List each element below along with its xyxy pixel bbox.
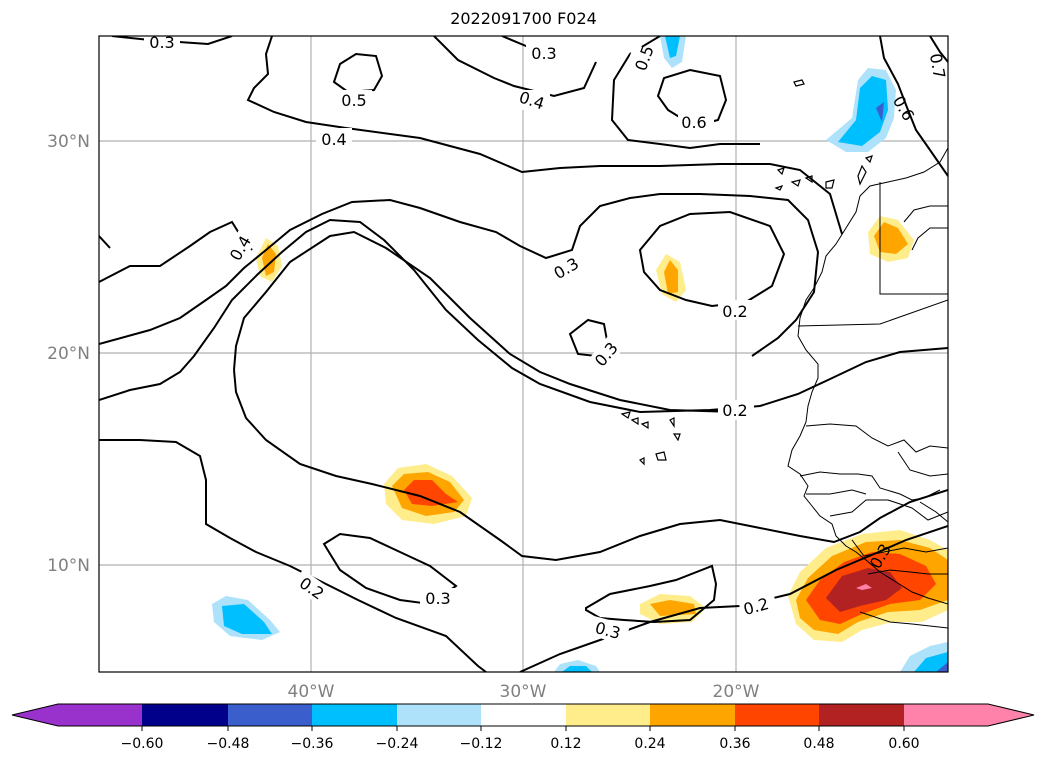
colorbar-bin <box>819 704 904 726</box>
contour-label: 0.2 <box>722 302 747 321</box>
colorbar-extend-high <box>904 704 1034 726</box>
colorbar-bin <box>312 704 397 726</box>
colorbar-tick-label: 0.60 <box>888 736 919 752</box>
contour-label: 0.6 <box>681 113 706 132</box>
colorbar-tick-label: −0.60 <box>121 736 164 752</box>
colorbar-extend-low <box>12 704 142 726</box>
contour-label: 0.3 <box>593 618 623 643</box>
lon-label-40w: 40°W <box>288 682 335 702</box>
colorbar-tick-label: −0.12 <box>460 736 503 752</box>
map-title: 2022091700 F024 <box>450 9 597 28</box>
contour-label: 0.3 <box>425 589 450 608</box>
contour-labels: 0.3 0.3 0.5 0.5 0.4 0.6 0.4 0.6 0.7 0.4 … <box>144 33 949 645</box>
contour-label: 0.3 <box>531 44 556 63</box>
lon-label-20w: 20°W <box>713 682 760 702</box>
gridlines <box>99 36 948 672</box>
lon-labels: 40°W 30°W 20°W <box>288 682 760 702</box>
contour-label: 0.4 <box>321 130 346 149</box>
colorbar-bin <box>566 704 650 726</box>
colorbar-tick-label: 0.24 <box>634 736 665 752</box>
lat-label-30n: 30°N <box>47 132 90 152</box>
colorbar-tick-label: 0.48 <box>803 736 834 752</box>
islands <box>620 79 873 466</box>
colorbar-bin <box>228 704 312 726</box>
contour-label: 0.2 <box>722 401 747 420</box>
lat-label-10n: 10°N <box>47 556 90 576</box>
colorbar-bin <box>735 704 819 726</box>
lat-label-20n: 20°N <box>47 344 90 364</box>
colorbar-tick-label: 0.12 <box>550 736 581 752</box>
colorbar-tick-label: 0.36 <box>719 736 750 752</box>
contour-label: 0.7 <box>926 52 949 80</box>
colorbar-tick-label: −0.48 <box>207 736 250 752</box>
map-frame <box>98 35 949 673</box>
colorbar-tick-label: −0.24 <box>376 736 419 752</box>
contour-label: 0.3 <box>149 33 174 52</box>
map-area: 0.3 0.3 0.5 0.5 0.4 0.6 0.4 0.6 0.7 0.4 … <box>99 33 949 672</box>
lon-label-30w: 30°W <box>500 682 547 702</box>
colorbar-bin <box>397 704 481 726</box>
colorbar-bin <box>650 704 735 726</box>
contour-label: 0.5 <box>341 91 366 110</box>
colorbar-bin <box>142 704 228 726</box>
colorbar-outline <box>11 703 1035 727</box>
colorbar-tick-label: −0.36 <box>291 736 334 752</box>
colorbar: −0.60 −0.48 −0.36 −0.24 −0.12 0.12 0.24 … <box>11 703 1035 752</box>
colorbar-bin <box>481 704 566 726</box>
lat-labels: 30°N 20°N 10°N <box>47 132 90 576</box>
